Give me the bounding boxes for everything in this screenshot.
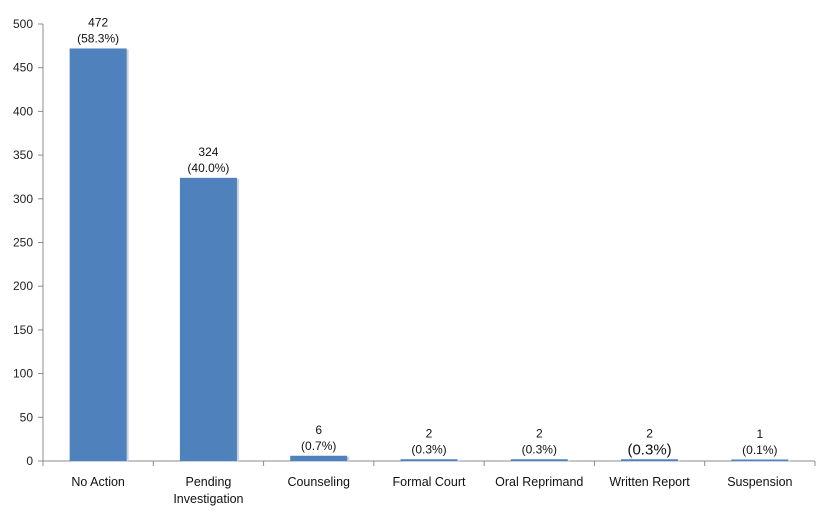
data-label-value: 2 <box>426 426 433 440</box>
data-label-percent: (40.0%) <box>187 161 229 175</box>
bar <box>290 455 348 461</box>
y-tick-label: 100 <box>13 367 33 381</box>
y-tick-label: 350 <box>13 148 33 162</box>
x-category-label: Suspension <box>727 475 792 489</box>
bar <box>510 459 568 461</box>
data-labels: 472(58.3%)324(40.0%)6(0.7%)2(0.3%)2(0.3%… <box>77 15 777 458</box>
bar <box>400 459 458 461</box>
data-label-percent: (0.7%) <box>301 439 336 453</box>
bar-shadow <box>733 460 791 462</box>
bar-shadow <box>512 460 570 462</box>
data-label-value: 324 <box>198 145 218 159</box>
x-category-label: Written Report <box>609 475 690 489</box>
x-category-label: Oral Reprimand <box>495 475 583 489</box>
x-category-label: Investigation <box>173 492 243 506</box>
y-tick-label: 500 <box>13 17 33 31</box>
y-tick-label: 300 <box>13 192 33 206</box>
bar <box>621 459 679 461</box>
data-label-percent: (0.1%) <box>742 443 777 457</box>
y-tick-label: 450 <box>13 61 33 75</box>
bar <box>731 459 789 461</box>
data-label-value: 6 <box>315 423 322 437</box>
x-category-label: Counseling <box>287 475 350 489</box>
bar-shadow <box>402 460 460 462</box>
y-tick-label: 150 <box>13 323 33 337</box>
x-category-label: Formal Court <box>393 475 466 489</box>
data-label-percent: (0.3%) <box>627 441 671 458</box>
y-tick-label: 50 <box>20 410 34 424</box>
bar <box>179 177 237 461</box>
x-axis: No Action Pending Investigation Counseling F… <box>42 460 816 506</box>
y-tick-label: 0 <box>26 454 33 468</box>
x-category-label: No Action <box>71 475 125 489</box>
data-label-percent: (58.3%) <box>77 31 119 45</box>
bar-shadow <box>623 460 681 462</box>
data-label-value: 472 <box>88 15 108 29</box>
y-tick-label: 400 <box>13 104 33 118</box>
x-category-label: Pending <box>185 475 231 489</box>
y-tick-label: 200 <box>13 279 33 293</box>
data-label-value: 2 <box>646 426 653 440</box>
data-label-value: 2 <box>536 426 543 440</box>
y-axis: 0 50 100 150 200 250 300 350 400 450 500 <box>13 17 44 468</box>
data-label-value: 1 <box>757 427 764 441</box>
bar <box>69 48 127 462</box>
y-tick-label: 250 <box>13 236 33 250</box>
data-label-percent: (0.3%) <box>411 442 446 456</box>
bars <box>69 48 791 463</box>
data-label-percent: (0.3%) <box>522 442 557 456</box>
